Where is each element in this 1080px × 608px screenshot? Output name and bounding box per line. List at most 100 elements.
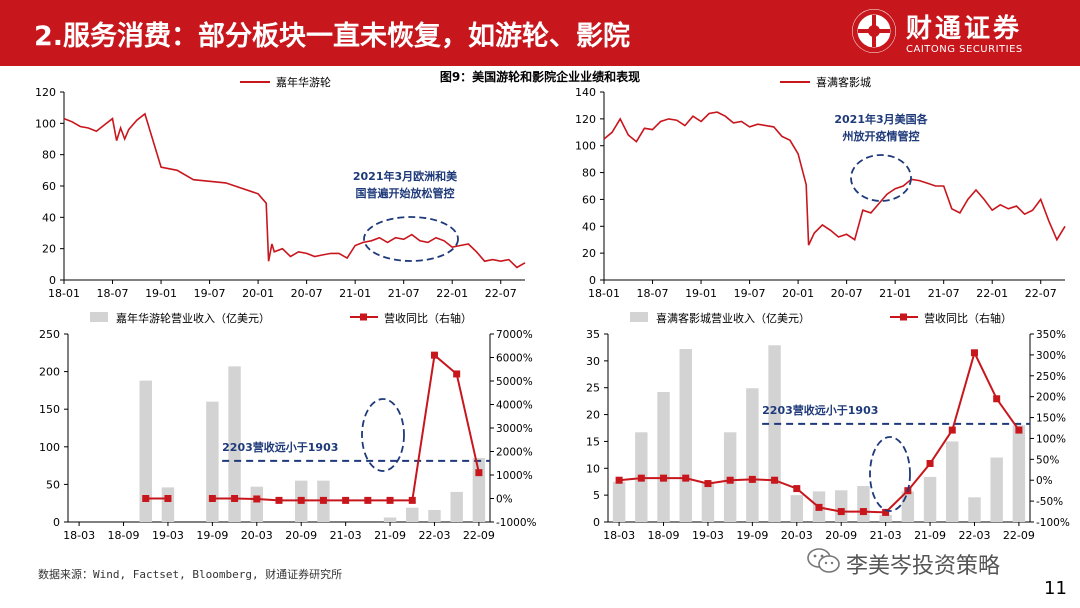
- revenue-bar: [879, 515, 892, 522]
- x-tick-label: 21-09: [914, 529, 946, 542]
- yoy-marker: [859, 508, 867, 516]
- left-tick-label: 30: [586, 355, 600, 368]
- x-tick-label: 20-07: [291, 287, 323, 300]
- yoy-marker: [342, 496, 350, 504]
- x-tick-label: 18-03: [603, 529, 635, 542]
- x-tick-label: 22-01: [436, 287, 468, 300]
- right-tick-label: 3000%: [496, 423, 533, 435]
- carnival-revenue-chart: 0 50 100 150 200 250 -1000% 0% 1000% 2000% 3000% 40…: [39, 311, 537, 542]
- annotation-line-2: 国普遍开始放松管控: [356, 186, 455, 200]
- yoy-marker: [926, 460, 934, 468]
- x-tick-label: 22-07: [1025, 287, 1057, 300]
- right-tick-label: 1000%: [496, 470, 533, 482]
- x-tick-label: 19-07: [194, 287, 226, 300]
- slide-title: 2.服务消费：部分板块一直未恢复，如游轮、影院: [34, 21, 631, 52]
- revenue-bar: [946, 441, 959, 522]
- revenue-bar: [790, 495, 804, 522]
- carnival-price-chart: 0 20 40 60 80 100 120 18-01 18-07 19-01 19-07 20-01…: [35, 75, 526, 300]
- x-tick-label: 20-01: [782, 287, 814, 300]
- left-tick-label: 200: [39, 366, 60, 379]
- right-tick-label: 50%: [1036, 454, 1059, 466]
- annotation-line-2: 州放开疫情管控: [842, 129, 920, 143]
- legend-label: 嘉年华游轮: [276, 75, 331, 89]
- revenue-bar: [768, 345, 781, 522]
- x-tick-label: 22-03: [418, 529, 450, 542]
- y-tick-label: 60: [42, 180, 56, 193]
- x-tick-label: 18-09: [648, 529, 680, 542]
- x-tick-label: 20-07: [831, 287, 863, 300]
- x-tick-label: 21-09: [374, 529, 406, 542]
- legend-bar-swatch: [90, 312, 108, 322]
- highlight-ellipse: [850, 154, 912, 202]
- right-tick-label: 350%: [1036, 329, 1066, 341]
- right-tick-label: 6000%: [496, 353, 533, 365]
- revenue-bar: [612, 481, 626, 522]
- watermark: 李美岑投资策略: [806, 546, 1054, 579]
- right-tick-label: 250%: [1036, 371, 1066, 383]
- figure-title: 图9：美国游轮和影院企业业绩和表现: [439, 70, 641, 84]
- x-tick-label: 19-03: [152, 529, 184, 542]
- y-tick-label: 20: [582, 247, 596, 260]
- y-tick-label: 40: [42, 211, 56, 224]
- x-tick-label: 22-03: [958, 529, 990, 542]
- x-tick-label: 19-03: [692, 529, 724, 542]
- x-tick-label: 21-01: [879, 287, 911, 300]
- yoy-marker: [682, 474, 690, 482]
- revenue-bar: [428, 509, 441, 522]
- legend-label-revenue: 嘉年华游轮营业收入（亿美元）: [116, 311, 270, 325]
- legend-label-yoy: 营收同比（右轴）: [924, 311, 1012, 325]
- yoy-marker: [430, 351, 438, 359]
- revenue-bar: [450, 491, 463, 522]
- x-tick-label: 18-09: [108, 529, 140, 542]
- yoy-marker: [771, 476, 779, 484]
- x-tick-label: 20-09: [825, 529, 857, 542]
- left-tick-label: 35: [586, 328, 600, 341]
- x-tick-label: 22-01: [976, 287, 1008, 300]
- x-tick-label: 18-03: [63, 529, 95, 542]
- highlight-ellipse: [363, 216, 459, 262]
- yoy-marker: [837, 508, 845, 516]
- brand-name: 财通证券: [906, 14, 1023, 44]
- source-note: 数据来源：Wind, Factset, Bloomberg, 财通证券研究所: [38, 568, 343, 581]
- yoy-marker: [297, 496, 305, 504]
- x-tick-label: 21-07: [388, 287, 420, 300]
- revenue-bar: [228, 366, 241, 522]
- x-tick-label: 22-09: [1003, 529, 1035, 542]
- yoy-marker: [386, 496, 394, 504]
- yoy-marker: [993, 395, 1001, 403]
- x-tick-label: 21-03: [330, 529, 362, 542]
- yoy-marker: [748, 475, 756, 483]
- yoy-marker: [615, 476, 623, 484]
- left-tick-label: 10: [586, 462, 600, 475]
- revenue-bar: [250, 486, 264, 522]
- yoy-marker: [948, 426, 956, 434]
- right-tick-label: 0%: [1036, 475, 1053, 487]
- yoy-marker: [453, 370, 461, 378]
- y-tick-label: 40: [582, 220, 596, 233]
- left-tick-label: 0: [593, 516, 600, 529]
- legend-marker-swatch: [360, 313, 367, 321]
- series-line-carnival_price: [63, 112, 526, 269]
- yoy-marker: [660, 474, 668, 482]
- left-tick-label: 250: [39, 328, 60, 341]
- revenue-bar: [139, 380, 152, 522]
- yoy-marker: [364, 496, 372, 504]
- cinemark-revenue-chart: 0 5 10 15 20 25 30 35 -100% -50% 0% 50% 100% 150% 200%…: [586, 311, 1070, 542]
- y-tick-label: 120: [575, 113, 596, 126]
- revenue-bar: [383, 517, 397, 522]
- yoy-marker: [164, 495, 172, 502]
- right-tick-label: -100%: [1036, 517, 1070, 529]
- y-tick-label: 80: [42, 149, 56, 162]
- yoy-marker: [253, 495, 261, 503]
- left-tick-label: 5: [593, 489, 600, 502]
- revenue-bar: [1012, 425, 1026, 522]
- series-line-cinemark_price: [603, 111, 1066, 246]
- watermark-text: 李美岑投资策略: [846, 554, 1001, 579]
- right-tick-label: -1000%: [496, 517, 537, 529]
- yoy-marker: [970, 349, 978, 357]
- right-tick-label: 7000%: [496, 329, 533, 341]
- revenue-bar: [161, 487, 175, 522]
- yoy-marker: [408, 496, 416, 504]
- yoy-marker: [704, 480, 712, 488]
- yoy-marker: [815, 503, 823, 511]
